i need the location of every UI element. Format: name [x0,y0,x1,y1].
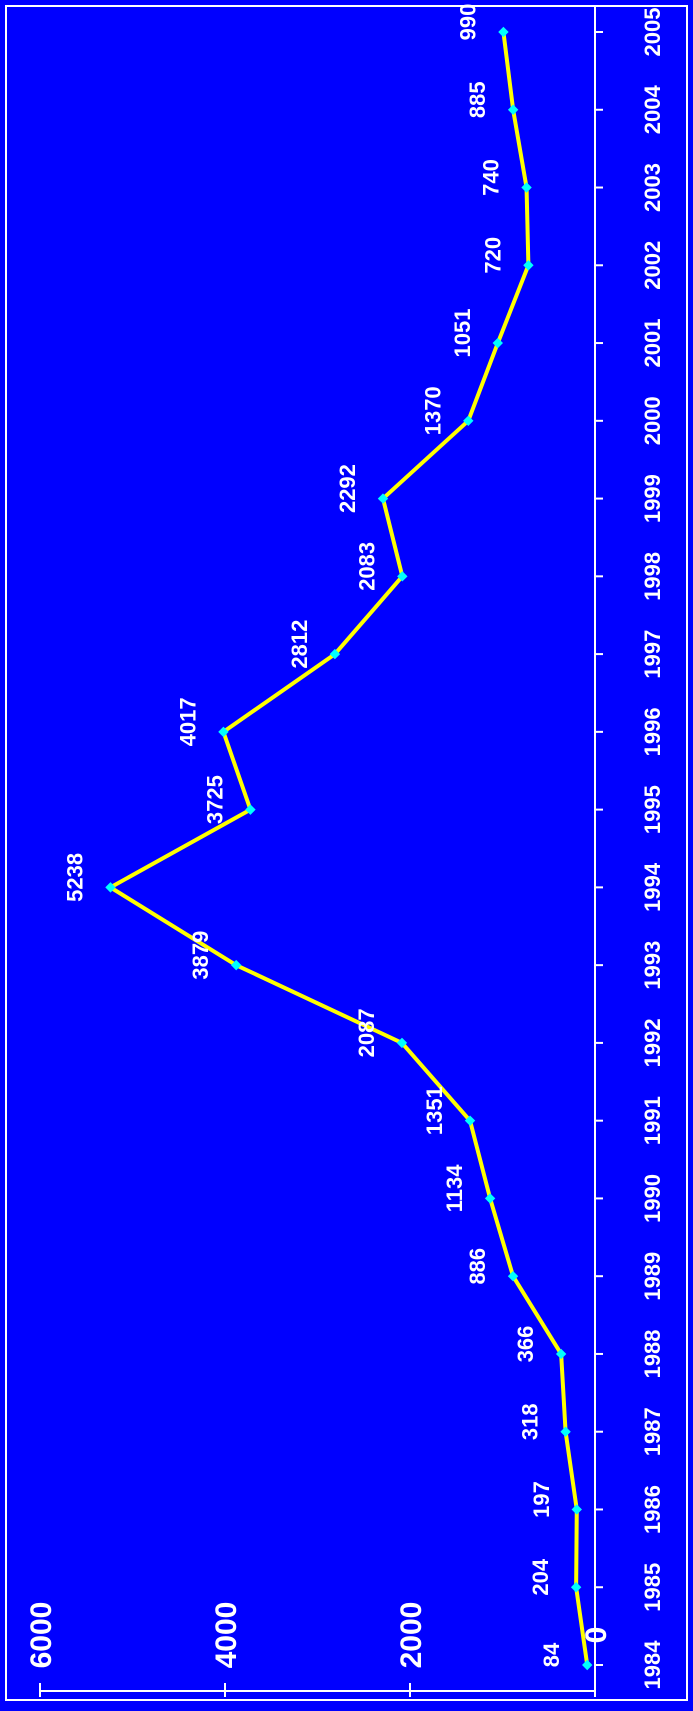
data-label: 1051 [450,309,475,358]
data-point-marker [245,804,256,815]
data-label: 204 [528,1558,553,1595]
category-tick-label: 1999 [640,474,665,523]
data-point-marker [377,493,389,504]
category-tick-label: 1997 [640,630,665,679]
data-point-marker [582,1659,593,1671]
category-tick-label: 1991 [640,1096,665,1145]
data-point-marker [523,260,534,271]
category-tick-label: 1990 [640,1174,665,1223]
category-tick-label: 2000 [640,396,665,445]
data-point-marker [396,1037,408,1049]
data-point-marker [570,1582,582,1593]
data-label: 1370 [420,386,445,435]
data-label: 1351 [422,1086,447,1135]
data-label: 740 [479,159,504,196]
value-tick-label: 4000 [210,1602,243,1669]
category-tick-label: 1992 [640,1018,665,1067]
data-point-marker [105,882,116,893]
data-label: 3879 [188,931,213,980]
category-tick-label: 2001 [640,319,665,368]
series-line [108,31,590,1666]
category-tick-label: 2004 [640,85,665,135]
category-tick-label: 2002 [640,241,665,290]
data-point-marker [571,1504,582,1515]
value-tick-label: 0 [580,1627,613,1644]
data-label: 5238 [62,853,87,902]
data-label: 2087 [354,1008,379,1057]
data-label: 2083 [354,542,379,591]
category-tick-label: 1984 [640,1640,665,1690]
category-tick-label: 1993 [640,941,665,990]
data-label: 720 [480,237,505,274]
data-label: 366 [513,1326,538,1363]
data-point-marker [464,1115,476,1126]
data-point-marker [218,726,229,738]
data-point-marker [463,415,474,427]
data-point-marker [521,182,532,193]
data-point-marker [555,1348,567,1360]
data-label: 885 [465,81,490,118]
category-tick-label: 1987 [640,1407,665,1456]
data-label: 2812 [287,620,312,669]
data-point-marker [560,1426,571,1437]
data-point-marker [492,337,503,349]
data-point-marker [484,1193,496,1204]
data-point-marker [507,1270,519,1282]
data-label: 4017 [175,697,200,746]
category-tick-label: 2003 [640,163,665,212]
category-tick-label: 1998 [640,552,665,601]
plot-border [5,5,688,1701]
value-tick-label: 6000 [25,1602,58,1669]
category-tick-label: 1996 [640,707,665,756]
category-tick-label: 1986 [640,1485,665,1534]
value-tick-label: 2000 [395,1602,428,1669]
category-tick-label: 1985 [640,1563,665,1612]
data-label: 318 [518,1403,543,1440]
data-label: 2292 [335,464,360,513]
data-label: 886 [465,1248,490,1285]
category-tick-label: 1994 [640,862,665,912]
data-label: 990 [455,4,480,41]
data-label: 84 [539,1642,564,1667]
data-point-marker [230,959,242,971]
category-tick-label: 1989 [640,1252,665,1301]
data-point-marker [397,571,408,582]
data-point-marker [507,104,519,115]
data-label: 1134 [442,1164,467,1212]
data-point-marker [329,648,341,660]
data-label: 3725 [202,775,227,824]
category-tick-label: 1995 [640,785,665,834]
data-point-marker [498,26,509,38]
category-tick-label: 2005 [640,8,665,57]
data-label: 197 [529,1481,554,1518]
category-tick-label: 1988 [640,1329,665,1378]
